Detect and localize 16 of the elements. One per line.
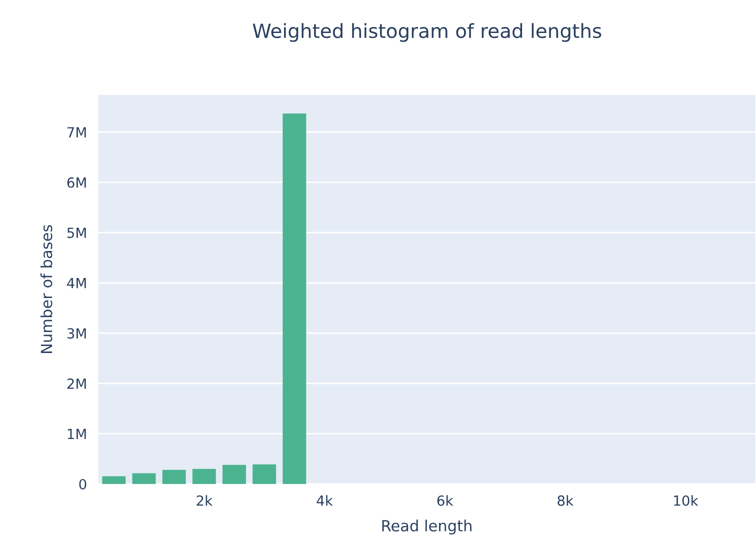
y-tick-label: 1M <box>68 428 86 440</box>
y-tick-label: 0 <box>79 478 86 490</box>
y-tick-label: 3M <box>67 328 86 339</box>
x-tick-label: 8k <box>558 495 574 506</box>
y-tick-label: 4M <box>67 278 86 288</box>
x-axis-title: Read length <box>382 520 472 534</box>
chart-title: Weighted histogram of read lengths <box>252 23 602 42</box>
y-tick-label: 7M <box>67 127 86 138</box>
x-tick-label: 2k <box>196 495 213 506</box>
y-tick-label: 2M <box>67 378 86 389</box>
y-tick-label: 6M <box>67 177 86 188</box>
x-tick-label: 10k <box>674 495 698 506</box>
y-tick-label: 5M <box>67 228 86 238</box>
y-axis-title: Number of bases <box>40 225 52 354</box>
x-tick-label: 6k <box>437 495 454 506</box>
x-tick-label: 4k <box>316 495 333 506</box>
